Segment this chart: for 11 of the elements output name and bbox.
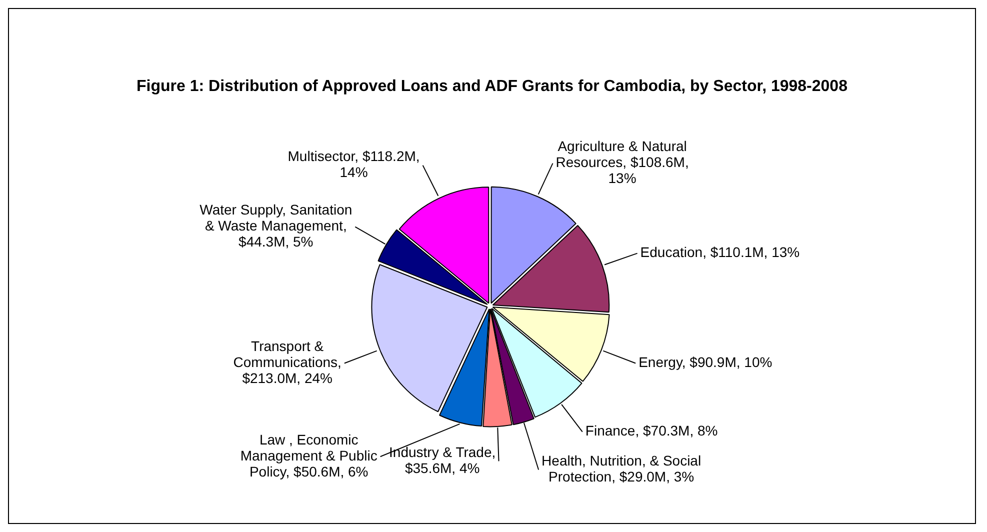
slice-label: Finance, $70.3M, 8%	[585, 422, 718, 439]
slice-label: Law , Economic Management & Public Policy, $50.6M, 6%	[240, 431, 378, 480]
slice-label: Transport & Communications, $213.0M, 24%	[233, 338, 342, 386]
slice-label: Industry & Trade, $35.6M, 4%	[389, 444, 496, 476]
slice-label: Agriculture & Natural Resources, $108.6M, 13%	[556, 138, 689, 186]
slice-label: Health, Nutrition, & Social Protection, $29.0M, 3%	[542, 452, 702, 485]
chart-title: Figure 1: Distribution of Approved Loans and ADF Grants for Cambodia, by Sector, 1998-2008	[136, 77, 848, 97]
slice-label: Multisector, $118.2M, 14%	[288, 148, 420, 180]
slice-label: Water Supply, Sanitation & Waste Management, $44.3M, 5%	[200, 202, 352, 250]
slice-label: Energy, $90.9M, 10%	[638, 354, 772, 370]
slice-label: Education, $110.1M, 13%	[640, 244, 800, 260]
